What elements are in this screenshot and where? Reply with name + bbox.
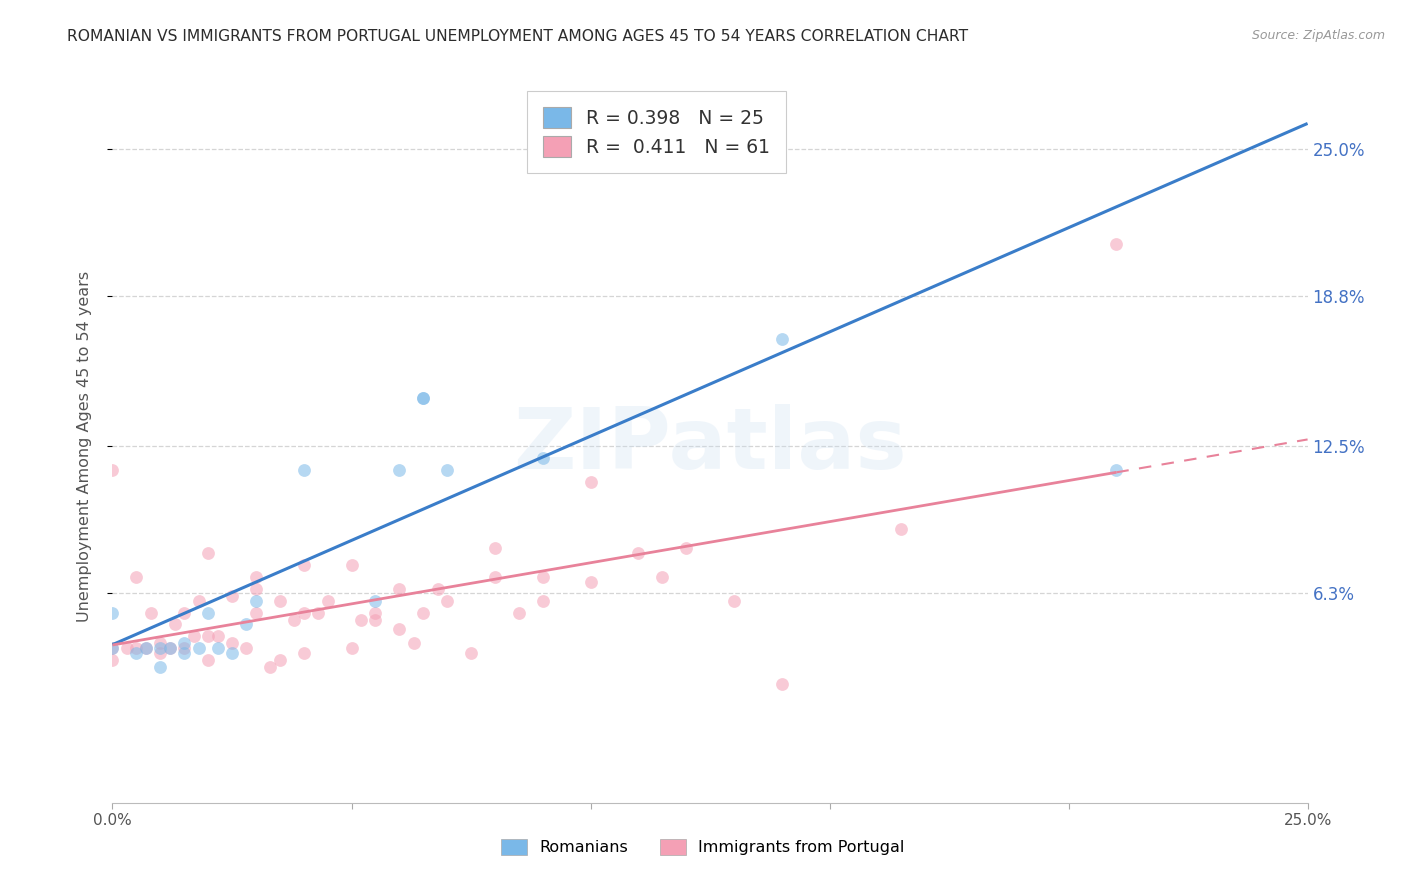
Point xyxy=(579,574,602,589)
Point xyxy=(159,641,181,656)
Point xyxy=(292,558,315,572)
Point xyxy=(675,541,697,556)
Point xyxy=(484,570,506,584)
Point xyxy=(1105,463,1128,477)
Point xyxy=(197,629,219,643)
Point xyxy=(115,641,138,656)
Point xyxy=(259,660,281,674)
Point xyxy=(292,606,315,620)
Point xyxy=(221,636,243,650)
Point xyxy=(197,653,219,667)
Point xyxy=(101,653,124,667)
Point xyxy=(135,641,157,656)
Point xyxy=(221,646,243,660)
Point xyxy=(173,636,195,650)
Point xyxy=(245,606,267,620)
Point xyxy=(484,541,506,556)
Point xyxy=(235,617,257,632)
Point xyxy=(388,463,411,477)
Point xyxy=(245,582,267,596)
Point xyxy=(187,593,209,607)
Point xyxy=(770,332,793,346)
Point xyxy=(197,546,219,560)
Point xyxy=(135,641,157,656)
Point xyxy=(627,546,650,560)
Point xyxy=(350,613,373,627)
Point xyxy=(412,392,434,406)
Point xyxy=(101,641,124,656)
Point xyxy=(187,641,209,656)
Point xyxy=(149,660,172,674)
Text: Source: ZipAtlas.com: Source: ZipAtlas.com xyxy=(1251,29,1385,43)
Point xyxy=(531,450,554,465)
Point xyxy=(207,641,229,656)
Point xyxy=(723,46,745,61)
Point xyxy=(412,606,434,620)
Point xyxy=(292,646,315,660)
Point xyxy=(436,593,458,607)
Point xyxy=(149,646,172,660)
Point xyxy=(579,475,602,489)
Legend: Romanians, Immigrants from Portugal: Romanians, Immigrants from Portugal xyxy=(495,833,911,862)
Point xyxy=(340,558,363,572)
Point xyxy=(245,593,267,607)
Point xyxy=(159,641,181,656)
Point xyxy=(436,463,458,477)
Point xyxy=(125,641,148,656)
Point xyxy=(388,622,411,636)
Point xyxy=(163,617,186,632)
Point xyxy=(101,641,124,656)
Y-axis label: Unemployment Among Ages 45 to 54 years: Unemployment Among Ages 45 to 54 years xyxy=(77,270,91,622)
Point xyxy=(316,593,339,607)
Point xyxy=(531,593,554,607)
Point xyxy=(235,641,257,656)
Point xyxy=(269,653,291,667)
Point xyxy=(508,606,530,620)
Point xyxy=(173,606,195,620)
Point xyxy=(770,677,793,691)
Point xyxy=(221,589,243,603)
Point xyxy=(283,613,305,627)
Point xyxy=(149,641,172,656)
Point xyxy=(364,613,387,627)
Point xyxy=(197,606,219,620)
Point xyxy=(651,570,673,584)
Point xyxy=(101,463,124,477)
Point xyxy=(125,570,148,584)
Point xyxy=(139,606,162,620)
Point xyxy=(173,646,195,660)
Point xyxy=(1105,236,1128,251)
Text: ZIPatlas: ZIPatlas xyxy=(513,404,907,488)
Point xyxy=(149,636,172,650)
Point xyxy=(292,463,315,477)
Point xyxy=(364,606,387,620)
Point xyxy=(207,629,229,643)
Point xyxy=(269,593,291,607)
Text: ROMANIAN VS IMMIGRANTS FROM PORTUGAL UNEMPLOYMENT AMONG AGES 45 TO 54 YEARS CORR: ROMANIAN VS IMMIGRANTS FROM PORTUGAL UNE… xyxy=(67,29,969,45)
Point xyxy=(364,593,387,607)
Point xyxy=(173,641,195,656)
Point xyxy=(890,522,912,536)
Point xyxy=(402,636,425,650)
Point xyxy=(531,570,554,584)
Point xyxy=(388,582,411,596)
Point xyxy=(723,593,745,607)
Point xyxy=(183,629,205,643)
Point xyxy=(101,606,124,620)
Point xyxy=(340,641,363,656)
Legend: R = 0.398   N = 25, R =  0.411   N = 61: R = 0.398 N = 25, R = 0.411 N = 61 xyxy=(527,92,786,173)
Point xyxy=(125,646,148,660)
Point xyxy=(412,392,434,406)
Point xyxy=(245,570,267,584)
Point xyxy=(426,582,449,596)
Point xyxy=(307,606,329,620)
Point xyxy=(460,646,482,660)
